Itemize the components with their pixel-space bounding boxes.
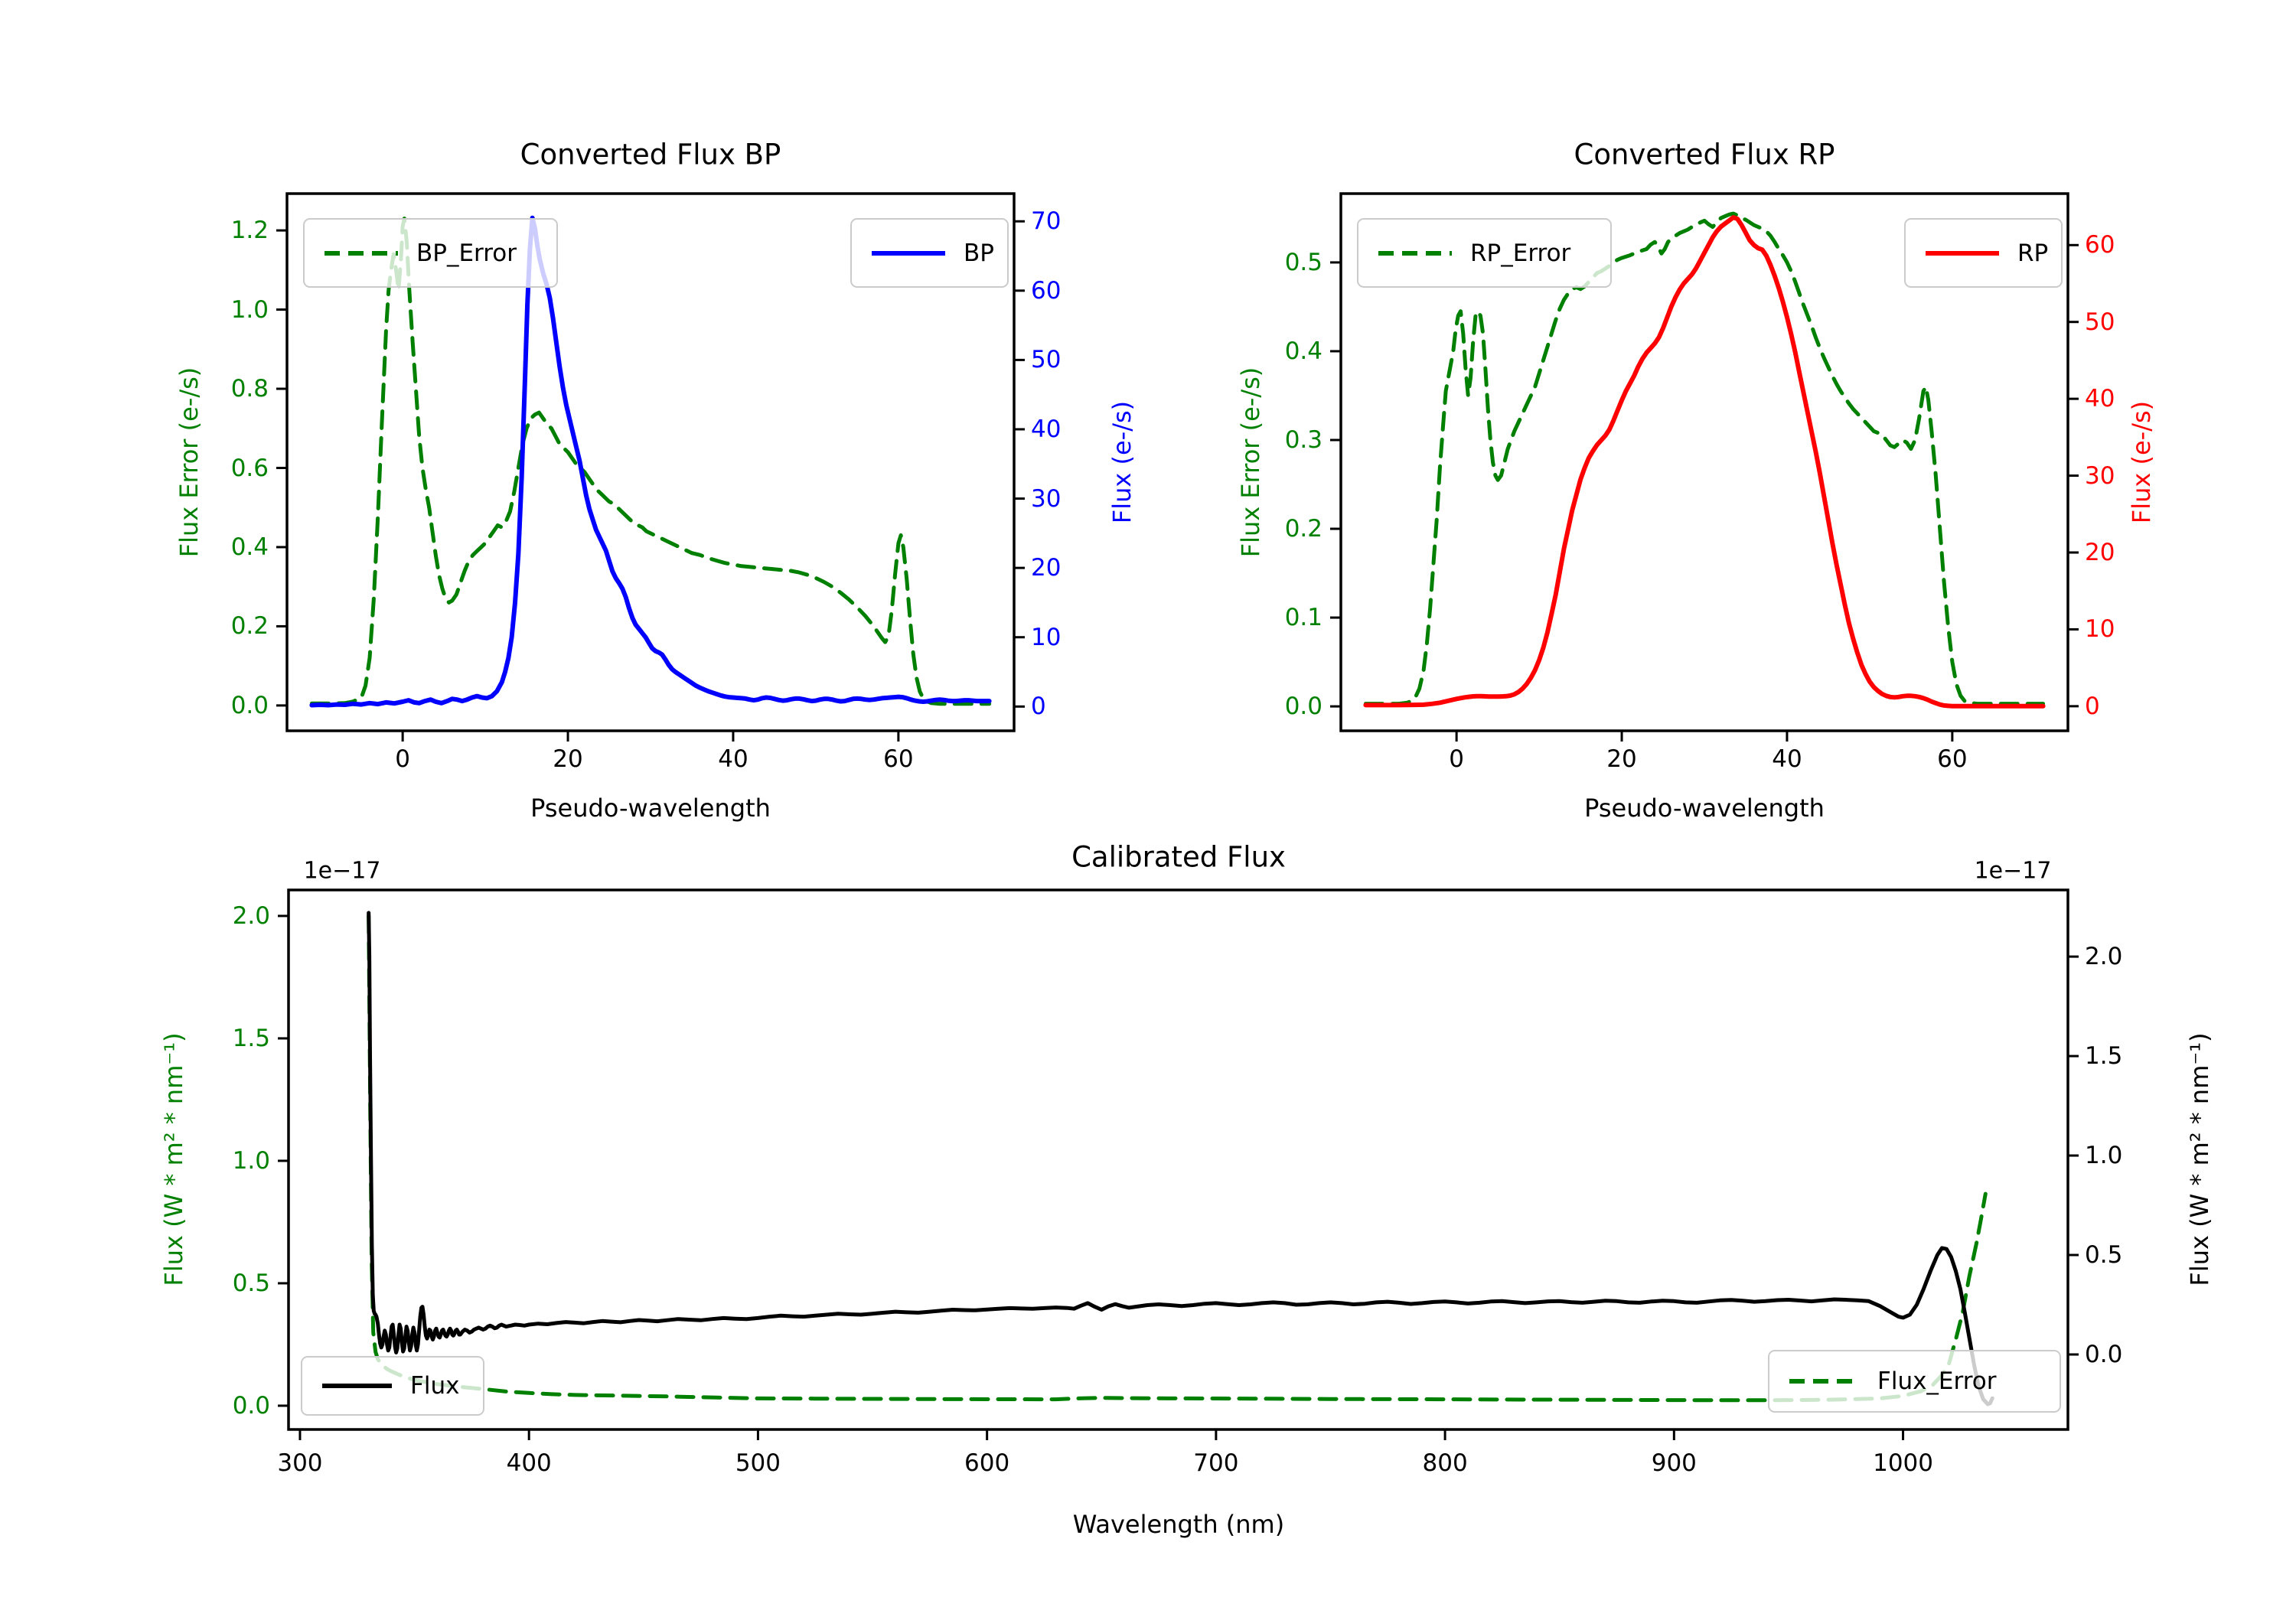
cal-ytick-left-label: 0.5: [232, 1269, 270, 1297]
rp-xaxis-label: Pseudo-wavelength: [1584, 794, 1825, 823]
cal-ytick-right-label: 1.0: [2085, 1142, 2123, 1170]
rp-xtick-label: 60: [1937, 745, 1968, 773]
cal-offset-text-right: 1e−17: [1974, 857, 2052, 885]
cal-ytick-left-label: 1.0: [232, 1146, 270, 1175]
bp-ytick-left-label: 0.8: [230, 375, 269, 403]
cal-ytick-right-label: 0.0: [2085, 1340, 2123, 1368]
cal-xtick-label: 900: [1651, 1449, 1697, 1477]
cal-legend-flux: Flux: [301, 1356, 484, 1416]
bp-ytick-right-label: 70: [1031, 207, 1062, 236]
rp_error-curve: [1363, 211, 2046, 706]
cal-legend-flux_error: Flux_Error: [1768, 1350, 2061, 1413]
rp-ytick-left-label: 0.5: [1284, 248, 1322, 276]
cal-xtick-label: 700: [1193, 1449, 1239, 1477]
bp-ytick-right-label: 20: [1031, 554, 1062, 582]
rp-ytick-left-label: 0.0: [1284, 693, 1322, 721]
cal-xtick-label: 400: [506, 1449, 552, 1477]
legend-line-sample: [872, 250, 945, 256]
rp-title: Converted Flux RP: [1574, 138, 1835, 171]
bp-ytick-right-label: 30: [1031, 484, 1062, 513]
bp-legend-bp_error: BP_Error: [303, 218, 558, 288]
bp-curve: [309, 215, 992, 708]
cal-ytick-left-label: 0.0: [232, 1391, 270, 1420]
bp-ytick-left-label: 0.4: [230, 533, 269, 561]
cal-yaxis-label-right: Flux (W * m² * nm⁻¹): [2185, 1032, 2214, 1286]
rp-legend-rp: RP: [1904, 218, 2063, 288]
cal-ytick-right-label: 1.5: [2085, 1042, 2123, 1071]
rp-yaxis-label-left: Flux Error (e-/s): [1236, 367, 1265, 558]
legend-line-sample: [1926, 250, 1999, 256]
flux_error-curve: [367, 914, 1988, 1403]
rp-ytick-left-label: 0.4: [1284, 337, 1322, 365]
bp_error-curve: [309, 217, 992, 706]
rp-ytick-right-label: 50: [2085, 308, 2115, 336]
rp-ytick-right-label: 20: [2085, 539, 2115, 566]
cal-legend-label: Flux: [410, 1372, 460, 1400]
bp-ytick-right-label: 50: [1031, 346, 1062, 374]
legend-line-sample: [322, 1384, 392, 1388]
rp-ytick-right-label: 60: [2085, 231, 2115, 259]
bp-ytick-left-label: 1.2: [230, 217, 269, 245]
legend-dashed-line-sample: [1378, 250, 1452, 256]
rp-legend-label: RP: [2017, 239, 2049, 267]
cal-title: Calibrated Flux: [1071, 840, 1286, 874]
cal-xtick-label: 1000: [1873, 1449, 1933, 1477]
rp-legend-label: RP_Error: [1470, 239, 1571, 267]
bp-ytick-left-label: 0.2: [230, 612, 269, 641]
rp-axes-spines: [1339, 192, 2069, 732]
bp-yaxis-label-left: Flux Error (e-/s): [174, 367, 204, 558]
rp-ytick-right-label: 30: [2085, 461, 2115, 490]
legend-dashed-line-sample: [325, 250, 398, 256]
bp-legend-label: BP_Error: [416, 239, 517, 267]
cal-offset-text-left: 1e−17: [303, 857, 381, 885]
cal-xtick-label: 600: [964, 1449, 1010, 1477]
bp-ytick-left-label: 0.0: [230, 691, 269, 719]
flux-curve: [367, 911, 1994, 1407]
rp-ytick-left-label: 0.2: [1284, 515, 1322, 543]
bp-legend-label: BP: [964, 239, 994, 267]
rp-xtick-label: 0: [1449, 745, 1464, 773]
bp-xtick-label: 0: [395, 745, 410, 773]
bp-axes-spines: [285, 192, 1016, 732]
cal-ytick-right-label: 0.5: [2085, 1241, 2123, 1270]
bp-ytick-right-label: 10: [1031, 623, 1062, 651]
bp-ytick-right-label: 40: [1031, 415, 1062, 443]
rp-xtick-label: 20: [1606, 745, 1637, 773]
cal-xtick-label: 800: [1422, 1449, 1468, 1477]
cal-ytick-left-label: 1.5: [232, 1024, 270, 1052]
bp-ytick-right-label: 60: [1031, 276, 1062, 305]
rp-curve: [1363, 215, 2046, 709]
bp-xtick-label: 40: [718, 745, 748, 773]
rp-xtick-label: 40: [1772, 745, 1802, 773]
rp-ytick-left-label: 0.1: [1284, 604, 1322, 632]
bp-xtick-label: 60: [883, 745, 914, 773]
cal-ytick-left-label: 2.0: [232, 901, 270, 930]
cal-xtick-label: 300: [277, 1449, 323, 1477]
cal-axes-spines: [287, 888, 2069, 1431]
cal-yaxis-label-left: Flux (W * m² * nm⁻¹): [159, 1032, 188, 1286]
rp-ytick-right-label: 0: [2085, 692, 2100, 720]
bp-yaxis-label-right: Flux (e-/s): [1107, 400, 1137, 524]
bp-title: Converted Flux BP: [520, 138, 781, 171]
rp-ytick-right-label: 40: [2085, 385, 2115, 413]
bp-legend-bp: BP: [850, 218, 1009, 288]
cal-xaxis-label: Wavelength (nm): [1072, 1510, 1285, 1539]
rp-yaxis-label-right: Flux (e-/s): [2127, 400, 2156, 524]
rp-ytick-right-label: 10: [2085, 615, 2115, 644]
legend-dashed-line-sample: [1789, 1379, 1859, 1384]
bp-xtick-label: 20: [553, 745, 583, 773]
cal-legend-label: Flux_Error: [1877, 1367, 1997, 1395]
bp-xaxis-label: Pseudo-wavelength: [530, 794, 771, 823]
rp-legend-rp_error: RP_Error: [1357, 218, 1612, 288]
cal-ytick-right-label: 2.0: [2085, 943, 2123, 971]
bp-ytick-left-label: 0.6: [230, 454, 269, 482]
cal-xtick-label: 500: [735, 1449, 781, 1477]
rp-ytick-left-label: 0.3: [1284, 425, 1322, 454]
bp-ytick-left-label: 1.0: [230, 295, 269, 324]
bp-ytick-right-label: 0: [1031, 693, 1046, 721]
